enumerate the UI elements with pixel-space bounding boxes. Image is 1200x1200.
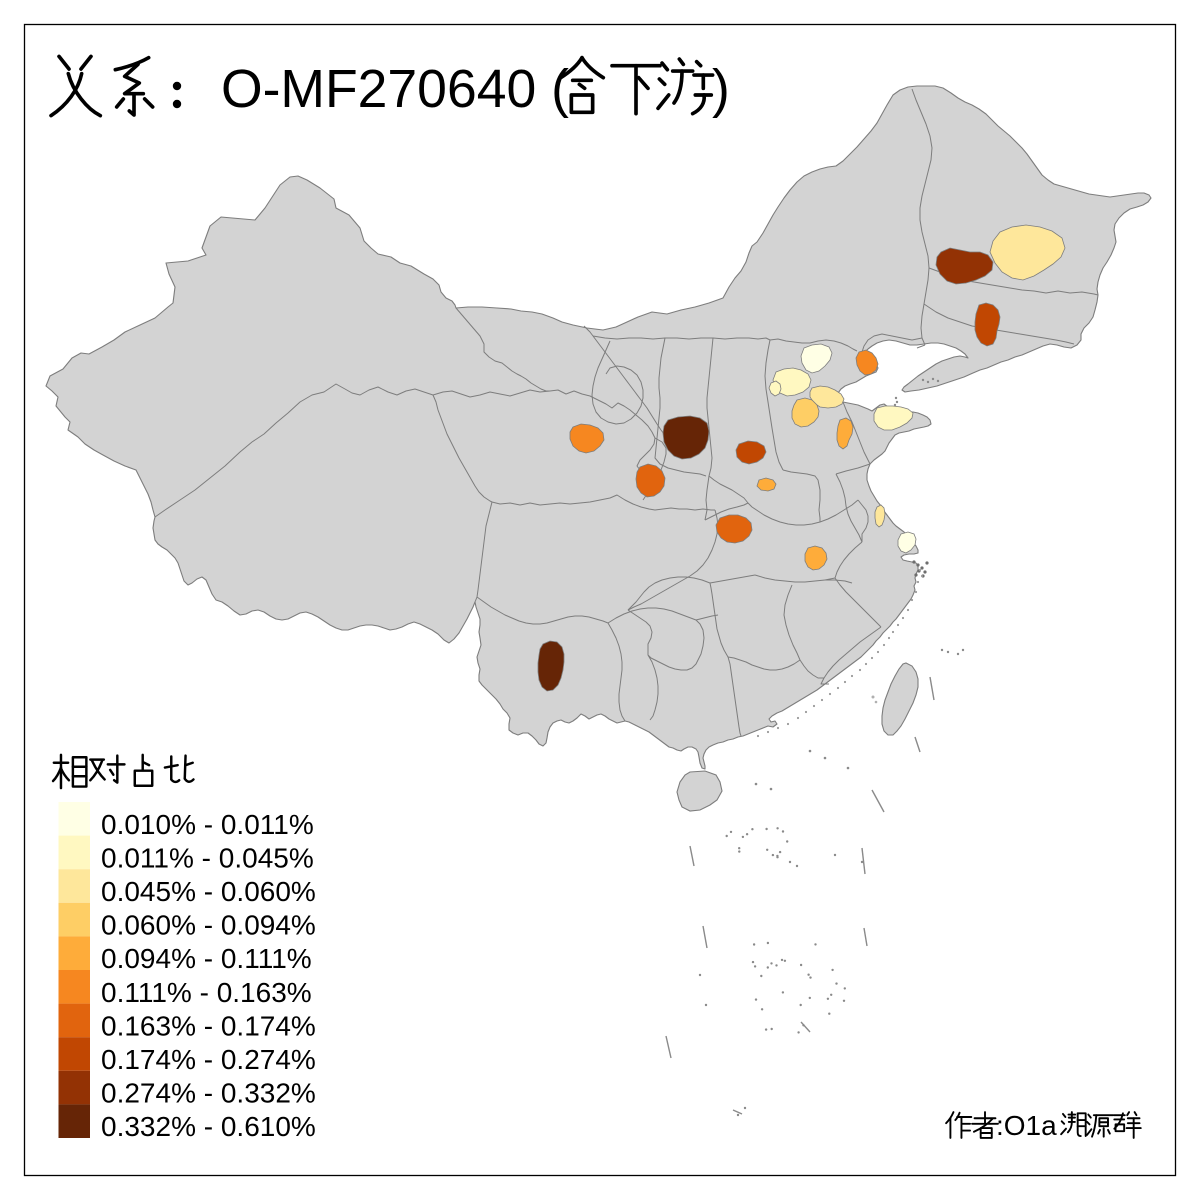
svg-text:0.011% - 0.045%: 0.011% - 0.045%: [101, 842, 314, 873]
svg-text:0.010% - 0.011%: 0.010% - 0.011%: [101, 809, 314, 840]
svg-text:0.094% - 0.111%: 0.094% - 0.111%: [101, 943, 312, 974]
svg-text:0.163% - 0.174%: 0.163% - 0.174%: [101, 1010, 316, 1041]
svg-text:0.332% - 0.610%: 0.332% - 0.610%: [101, 1111, 316, 1142]
svg-text:): ): [712, 60, 730, 119]
svg-text:0.060% - 0.094%: 0.060% - 0.094%: [101, 910, 316, 941]
svg-text:0.111% - 0.163%: 0.111% - 0.163%: [101, 977, 312, 1008]
svg-text:O-MF270640 (: O-MF270640 (: [221, 60, 569, 119]
svg-text:0.174% - 0.274%: 0.174% - 0.274%: [101, 1044, 316, 1075]
svg-text:0.274% - 0.332%: 0.274% - 0.332%: [101, 1078, 316, 1109]
svg-text::O1a: :O1a: [996, 1110, 1057, 1141]
svg-text:0.045% - 0.060%: 0.045% - 0.060%: [101, 876, 316, 907]
